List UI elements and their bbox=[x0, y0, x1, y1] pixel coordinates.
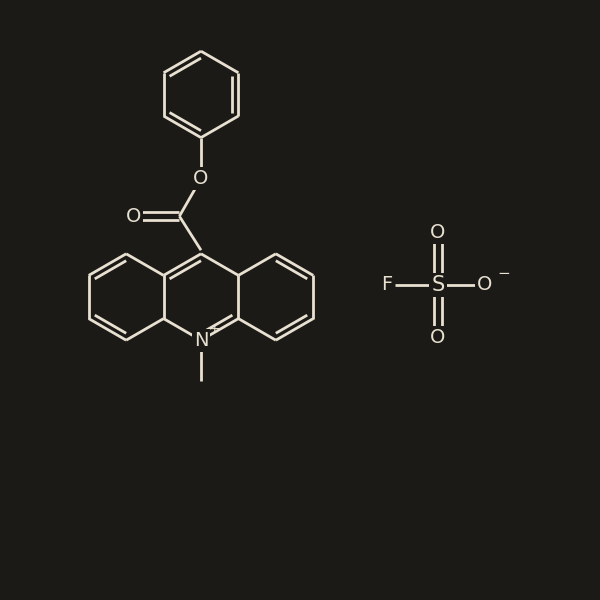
Text: O: O bbox=[125, 207, 141, 226]
Text: O: O bbox=[476, 275, 492, 295]
Text: O: O bbox=[193, 169, 209, 188]
Text: O: O bbox=[430, 328, 446, 347]
Text: F: F bbox=[382, 275, 392, 295]
Text: O: O bbox=[430, 223, 446, 242]
Text: N: N bbox=[194, 331, 208, 350]
Text: −: − bbox=[497, 265, 511, 280]
Text: +: + bbox=[208, 322, 220, 337]
Text: S: S bbox=[431, 275, 445, 295]
